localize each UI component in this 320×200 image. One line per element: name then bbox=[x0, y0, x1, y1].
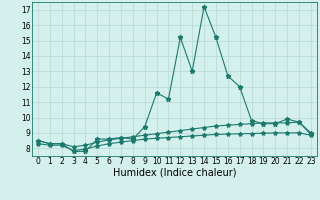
X-axis label: Humidex (Indice chaleur): Humidex (Indice chaleur) bbox=[113, 168, 236, 178]
